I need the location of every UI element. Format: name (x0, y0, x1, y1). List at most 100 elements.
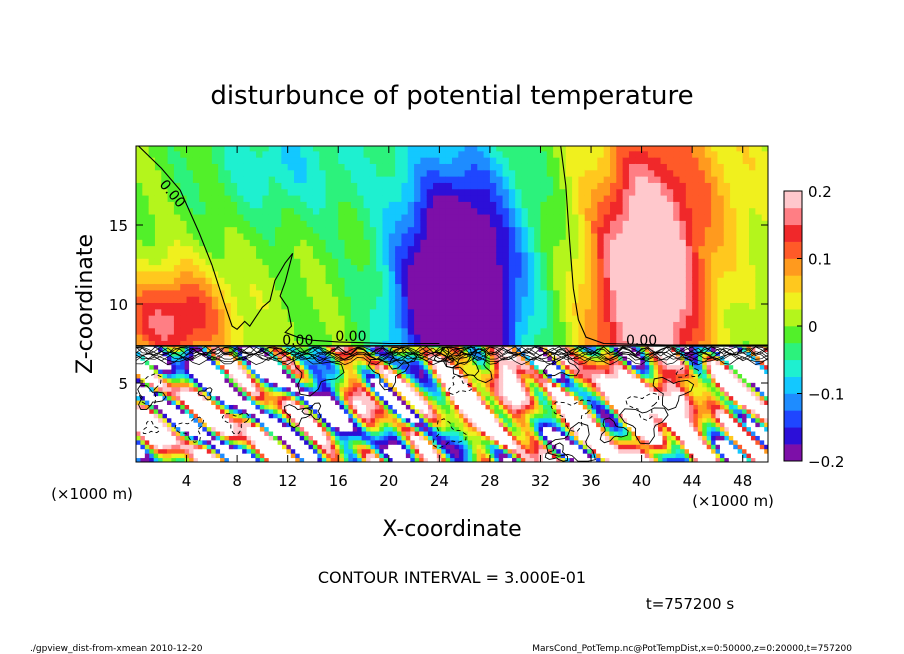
field-cell (540, 321, 548, 329)
field-cell (136, 226, 143, 234)
field-cell (527, 146, 535, 152)
field-cell (350, 232, 358, 240)
field-cell (299, 391, 305, 397)
field-cell (508, 245, 516, 253)
field-cell (508, 207, 516, 215)
field-cell (277, 439, 283, 445)
field-cell (445, 308, 453, 316)
field-cell (647, 340, 655, 348)
field-cell (383, 453, 389, 459)
field-cell (167, 308, 175, 316)
field-cell (397, 448, 402, 454)
field-cell (433, 321, 440, 329)
field-cell (243, 169, 251, 177)
field-cell (287, 194, 295, 202)
field-cell (140, 395, 146, 401)
field-cell (193, 360, 199, 366)
field-cell (647, 169, 655, 177)
field-cell (452, 169, 459, 177)
field-cell (224, 207, 232, 215)
field-cell (379, 351, 385, 357)
field-cell (363, 207, 371, 215)
field-cell (470, 213, 478, 221)
field-cell (294, 201, 301, 209)
field-cell (319, 176, 327, 183)
field-cell (388, 194, 396, 202)
field-cell (158, 453, 164, 459)
field-cell (666, 245, 674, 253)
field-cell (698, 182, 706, 190)
field-cell (508, 176, 516, 183)
field-cell (202, 404, 208, 410)
field-cell (256, 169, 263, 177)
field-cell (685, 157, 693, 164)
field-cell (331, 194, 339, 202)
field-cell (392, 444, 398, 450)
field-cell (464, 169, 472, 177)
field-cell (420, 226, 428, 234)
field-cell (300, 308, 308, 316)
field-cell (477, 213, 485, 221)
field-cell (224, 395, 230, 401)
field-cell (255, 377, 261, 383)
field-cell (211, 426, 217, 432)
field-cell (369, 283, 377, 291)
field-cell (233, 373, 239, 379)
field-cell (433, 150, 440, 158)
field-cell (717, 270, 725, 278)
field-cell (136, 150, 143, 158)
field-cell (565, 334, 573, 341)
field-cell (350, 157, 358, 164)
field-cell (388, 169, 396, 177)
field-cell (246, 417, 252, 423)
field-cell (268, 435, 274, 441)
field-cell (445, 251, 453, 259)
field-cell (175, 355, 181, 361)
field-cell (211, 220, 219, 228)
field-cell (379, 453, 385, 459)
field-cell (508, 146, 516, 152)
field-cell (287, 182, 295, 190)
field-cell (755, 308, 763, 316)
field-cell (515, 220, 523, 228)
field-cell (294, 277, 301, 285)
field-cell (246, 422, 252, 428)
field-cell (199, 188, 207, 196)
field-cell (464, 182, 472, 190)
field-cell (379, 435, 385, 441)
field-cell (464, 157, 472, 164)
field-cell (470, 157, 478, 164)
field-cell (140, 448, 146, 454)
field-cell (173, 157, 181, 164)
field-cell (401, 188, 409, 196)
field-cell (414, 157, 421, 164)
field-cell (211, 207, 219, 215)
field-cell (154, 264, 162, 272)
field-cell (312, 169, 320, 177)
field-cell (308, 369, 314, 375)
field-cell (622, 163, 630, 171)
field-cell (679, 277, 687, 285)
field-cell (343, 422, 349, 428)
field-cell (749, 163, 756, 171)
field-cell (397, 346, 402, 348)
field-cell (180, 207, 188, 215)
field-cell (395, 245, 403, 253)
field-cell (723, 334, 731, 341)
field-cell (527, 258, 535, 266)
field-cell (641, 239, 649, 247)
field-cell (189, 444, 195, 450)
field-cell (641, 188, 649, 196)
field-cell (383, 417, 389, 423)
field-cell (470, 334, 478, 341)
field-cell (489, 213, 497, 221)
field-cell (755, 277, 763, 285)
field-cell (206, 346, 212, 348)
field-cell (335, 408, 340, 414)
field-cell (736, 277, 744, 285)
field-cell (348, 386, 354, 392)
field-cell (376, 315, 384, 322)
field-cell (281, 289, 289, 297)
field-cell (268, 373, 274, 379)
field-cell (259, 386, 265, 392)
